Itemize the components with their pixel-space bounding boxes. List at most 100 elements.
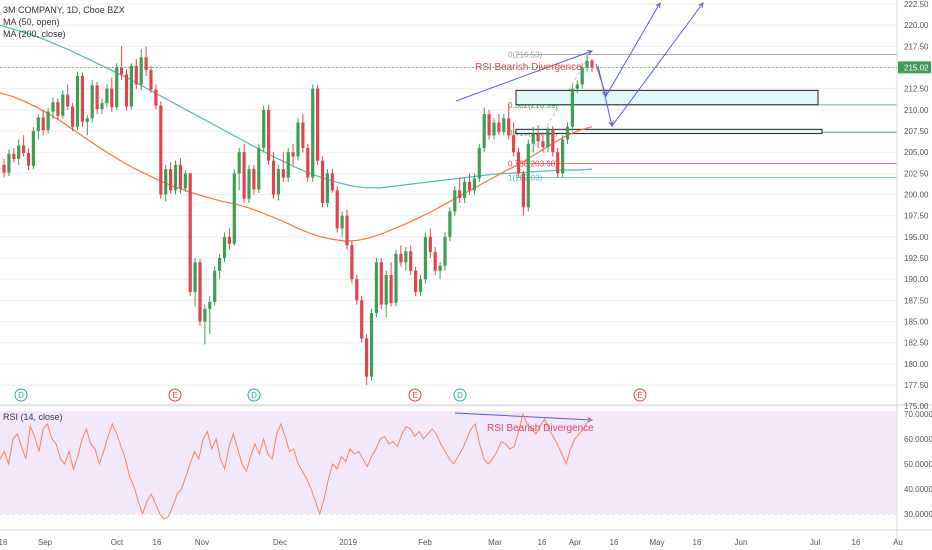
event-marker xyxy=(14,388,28,402)
candle-body xyxy=(492,122,496,136)
candle-body xyxy=(428,236,432,253)
candle-body xyxy=(164,169,168,195)
candle-body xyxy=(22,145,26,154)
rsi-tick-label: 50.0000 xyxy=(904,460,932,469)
event-marker xyxy=(408,388,422,402)
candle-body xyxy=(80,75,84,122)
price-tick-label: 190.00 xyxy=(904,275,929,284)
time-axis: 16 Sep Oct 16 Nov Dec 2019 Feb Mar 16 Apr 16 May 16 Ju… xyxy=(0,529,932,547)
price-tick-label: 207.50 xyxy=(904,127,929,136)
candle-body xyxy=(61,94,65,116)
price-tick-label: 205.00 xyxy=(904,148,929,157)
time-tick-label: 16 xyxy=(610,538,619,547)
candle-body xyxy=(546,130,550,148)
candle-body xyxy=(443,236,447,266)
ma50-line xyxy=(0,92,593,242)
candle-body xyxy=(159,105,163,195)
time-tick-label: 16 xyxy=(852,538,861,547)
candle-body xyxy=(330,173,334,191)
candle-body xyxy=(316,88,320,161)
price-tick-label: 182.50 xyxy=(904,339,929,348)
rsi-tick-label: 60.0000 xyxy=(904,435,932,444)
target-boxes xyxy=(515,89,823,135)
candle-body xyxy=(374,262,378,314)
candle-body xyxy=(227,236,231,244)
time-tick-label: Au xyxy=(893,538,903,547)
candle-body xyxy=(320,160,325,203)
projection-leg-3 xyxy=(597,65,613,127)
candle-body xyxy=(218,258,222,271)
event-marker-label: D xyxy=(251,391,257,400)
candle-body xyxy=(389,274,393,303)
candle-body xyxy=(271,160,276,195)
candle-body xyxy=(423,236,427,280)
last-price-tag xyxy=(898,61,931,74)
candle-body xyxy=(208,302,212,309)
rsi-tick-label: 30.0000 xyxy=(904,510,932,519)
candle-body xyxy=(134,65,138,85)
event-marker xyxy=(633,388,647,402)
upper-target-box xyxy=(515,89,819,106)
time-tick-label: Jun xyxy=(735,538,748,547)
candle-body xyxy=(379,262,383,305)
time-tick-label: Jul xyxy=(810,538,820,547)
projection-leg-4-head xyxy=(698,2,704,9)
price-tick-label: 217.50 xyxy=(904,42,929,51)
candle-body xyxy=(556,152,560,174)
price-tick-label: 175.00 xyxy=(904,402,929,411)
candle-body xyxy=(257,147,261,190)
candle-body xyxy=(516,152,521,174)
ma200-line xyxy=(0,24,593,189)
candle-body xyxy=(100,103,104,110)
time-tick-label: 16 xyxy=(538,538,547,547)
event-marker-label: E xyxy=(412,391,417,400)
price-tick-label: 180.00 xyxy=(904,360,929,369)
price-divergence-line xyxy=(455,50,593,102)
price-tick-label: 212.50 xyxy=(904,85,929,94)
time-tick-label: 16 xyxy=(0,538,8,547)
candle-body xyxy=(531,133,535,144)
candle-body xyxy=(66,94,70,107)
candle-body xyxy=(463,181,467,198)
candle-body xyxy=(526,143,530,208)
event-marker-label: D xyxy=(18,391,24,400)
candle-body xyxy=(237,152,241,174)
candle-body xyxy=(90,85,94,119)
event-marker-label: E xyxy=(172,391,177,400)
candle-body xyxy=(286,152,290,178)
price-tick-label: 185.00 xyxy=(904,318,929,327)
fib-level-label: 0(216.53) xyxy=(508,51,543,60)
rsi-legend[interactable]: RSI (14, close) xyxy=(3,412,63,422)
chart-title[interactable]: 3M COMPANY, 1D, Cboe BZX xyxy=(3,5,125,15)
candle-body xyxy=(467,181,472,191)
price-tick-label: 187.50 xyxy=(904,296,929,305)
candle-body xyxy=(551,130,555,153)
candle-body xyxy=(335,190,339,229)
candle-body xyxy=(296,122,300,157)
price-tick-label: 200.00 xyxy=(904,191,929,200)
candle-body xyxy=(267,109,271,161)
candle-body xyxy=(198,262,202,322)
candle-body xyxy=(46,111,50,131)
time-tick-label: Sep xyxy=(38,538,53,547)
event-marker-label: D xyxy=(457,391,463,400)
projection-leg-2 xyxy=(605,2,661,97)
ma50-legend[interactable]: MA (50, open) xyxy=(3,17,60,27)
candle-body xyxy=(482,114,486,148)
candle-body xyxy=(115,67,119,108)
time-tick-label: Dec xyxy=(273,538,287,547)
time-tick-label: Mar xyxy=(488,538,502,547)
candle-body xyxy=(345,215,349,246)
time-tick-label: 16 xyxy=(693,538,702,547)
rsi-line xyxy=(0,412,593,520)
candle-body xyxy=(575,84,579,89)
candle-body xyxy=(276,169,280,195)
candle-body xyxy=(399,253,403,263)
candle-body xyxy=(477,147,481,179)
candle-body xyxy=(213,270,217,303)
time-tick-label: May xyxy=(649,538,664,547)
candle-body xyxy=(384,274,388,305)
ma200-legend[interactable]: MA (200, close) xyxy=(3,29,66,39)
